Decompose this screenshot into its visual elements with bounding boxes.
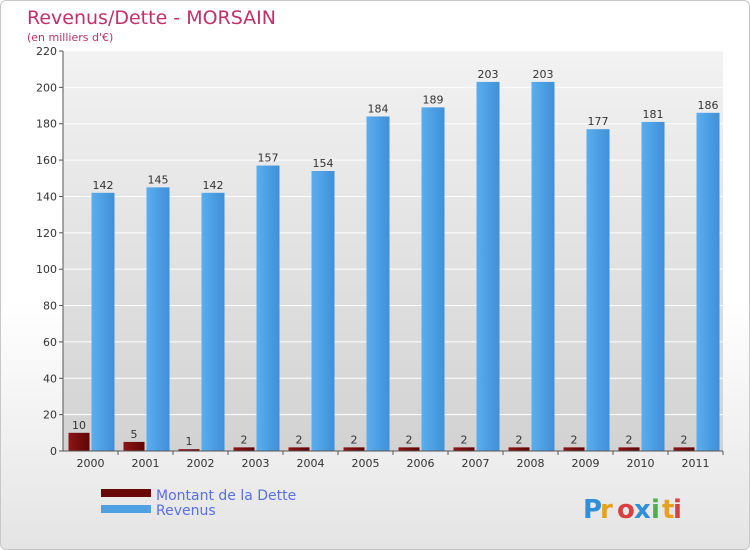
data-label-debt: 2 (461, 433, 468, 446)
y-tick-label: 60 (43, 336, 57, 349)
y-tick-label: 180 (36, 118, 57, 131)
data-label-revenus: 142 (93, 179, 114, 192)
y-tick-label: 220 (36, 45, 57, 58)
data-label-debt: 2 (406, 433, 413, 446)
data-label-revenus: 203 (533, 68, 554, 81)
logo-letter: o (617, 495, 635, 525)
y-tick-label: 0 (50, 445, 57, 458)
data-label-debt: 5 (131, 428, 138, 441)
bar-debt (453, 447, 475, 451)
data-label-revenus: 177 (588, 115, 609, 128)
bar-revenus (531, 81, 555, 451)
data-label-debt: 1 (186, 435, 193, 448)
bar-debt (618, 447, 640, 451)
bars (68, 81, 720, 452)
logo-letter: x (634, 495, 651, 525)
y-tick-label: 200 (36, 81, 57, 94)
x-tick-label: 2011 (682, 457, 710, 470)
logo-letter: i (651, 495, 660, 525)
x-tick-label: 2008 (517, 457, 545, 470)
data-label-revenus: 157 (258, 152, 279, 165)
y-tick-label: 160 (36, 154, 57, 167)
chart-title: Revenus/Dette - MORSAIN (27, 7, 276, 29)
x-tick-label: 2002 (187, 457, 215, 470)
bar-revenus (476, 81, 500, 451)
y-tick-label: 120 (36, 227, 57, 240)
x-tick-label: 2004 (297, 457, 325, 470)
data-label-revenus: 145 (148, 173, 169, 186)
data-label-debt: 2 (351, 433, 358, 446)
y-tick-label: 40 (43, 372, 57, 385)
bar-revenus (586, 129, 610, 451)
data-label-debt: 2 (681, 433, 688, 446)
legend-label-debt: Montant de la Dette (156, 488, 296, 504)
bar-debt (178, 449, 200, 451)
x-tick-label: 2007 (462, 457, 490, 470)
x-tick-label: 2006 (407, 457, 435, 470)
data-label-debt: 2 (571, 433, 578, 446)
x-tick-label: 2009 (572, 457, 600, 470)
data-label-revenus: 184 (368, 102, 389, 115)
gridlines (63, 50, 723, 452)
legend-swatch-debt (101, 489, 151, 497)
x-tick-label: 2010 (627, 457, 655, 470)
data-label-revenus: 189 (423, 93, 444, 106)
logo-letter: i (673, 495, 682, 525)
bar-debt (398, 447, 420, 451)
bar-revenus (256, 165, 280, 451)
data-label-debt: 2 (626, 433, 633, 446)
legend-label-revenus: Revenus (156, 503, 216, 519)
bar-debt (68, 432, 90, 451)
bar-revenus (91, 192, 115, 451)
data-label-revenus: 142 (203, 179, 224, 192)
bar-revenus (146, 187, 170, 451)
data-label-revenus: 154 (313, 157, 334, 170)
y-tick-label: 80 (43, 300, 57, 313)
bar-revenus (641, 121, 665, 451)
bar-debt (673, 447, 695, 451)
data-label-revenus: 181 (643, 108, 664, 121)
bar-debt (288, 447, 310, 451)
logo-letter: t (662, 495, 674, 525)
y-axis: 0 20 40 60 80 100 120 140 160 180 200 220 (36, 45, 64, 458)
bar-revenus (311, 171, 335, 451)
bar-debt (233, 447, 255, 451)
bar-revenus (366, 116, 390, 452)
logo-letter: r (600, 495, 613, 525)
legend: Montant de la Dette Revenus (101, 488, 296, 519)
data-label-debt: 2 (296, 433, 303, 446)
x-tick-label: 2001 (132, 457, 160, 470)
chart-subtitle: (en milliers d'€) (27, 31, 113, 44)
y-tick-label: 100 (36, 263, 57, 276)
bar-revenus (696, 112, 720, 452)
logo-letter: P (583, 495, 602, 525)
x-tick-label: 2005 (352, 457, 380, 470)
bar-debt (508, 447, 530, 451)
data-label-revenus: 186 (698, 99, 719, 112)
data-label-debt: 2 (516, 433, 523, 446)
plot-area (63, 51, 723, 451)
bar-debt (343, 447, 365, 451)
x-tick-label: 2000 (77, 457, 105, 470)
x-axis: 2000 2001 2002 2003 2004 2005 2006 2007 2008 2009… (63, 450, 724, 470)
data-label-debt: 10 (72, 419, 86, 432)
bar-revenus (201, 192, 225, 451)
bar-debt (563, 447, 585, 451)
legend-swatch-revenus (101, 505, 151, 513)
x-tick-label: 2003 (242, 457, 270, 470)
y-tick-label: 20 (43, 409, 57, 422)
bar-revenus (421, 107, 445, 451)
data-labels: 10 142 5 145 1 142 2 157 2 154 2 184 2 189 2 203 2 203 2 17… (72, 68, 719, 448)
data-label-revenus: 203 (478, 68, 499, 81)
y-tick-label: 140 (36, 190, 57, 203)
proxiti-logo: Pr o x i ti (583, 495, 682, 525)
data-label-debt: 2 (241, 433, 248, 446)
bar-debt (123, 441, 145, 451)
